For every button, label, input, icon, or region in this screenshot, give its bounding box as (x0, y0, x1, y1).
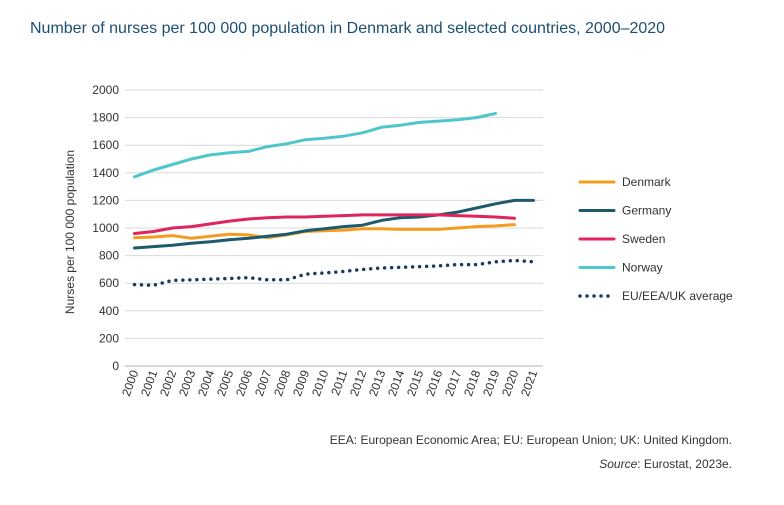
y-tick-label: 1600 (92, 138, 119, 152)
y-tick-label: 1000 (92, 221, 119, 235)
source-note: Source: Eurostat, 2023e. (599, 457, 732, 471)
x-tick-label: 2010 (309, 368, 331, 398)
series-line (132, 258, 536, 288)
legend-label: Denmark (622, 175, 672, 189)
series-line (133, 223, 516, 240)
y-tick-label: 400 (99, 304, 119, 318)
source-text: : Eurostat, 2023e. (637, 457, 732, 471)
y-axis-tick-labels: 0 200 400 600 800 1000 1200 1400 1600 1800 2000 (92, 83, 119, 373)
series-line (133, 213, 516, 235)
legend: Denmark Germany Sweden Norway EU/EEA/UK aver… (578, 175, 733, 303)
gridlines (125, 89, 543, 367)
y-tick-label: 1800 (92, 111, 119, 125)
y-tick-label: 1400 (92, 166, 119, 180)
y-axis-label: Nurses per 100 000 population (63, 150, 77, 314)
legend-label: Norway (622, 261, 663, 275)
y-tick-label: 0 (112, 359, 119, 373)
series-line (133, 112, 497, 179)
abbreviations-note: EEA: European Economic Area; EU: Europea… (329, 433, 732, 447)
series-lines (132, 112, 536, 288)
x-axis-tick-labels: 2000200120022003200420052006200720082009… (119, 368, 540, 398)
y-tick-label: 2000 (92, 83, 119, 97)
series-line (133, 198, 535, 250)
y-tick-label: 1200 (92, 193, 119, 207)
x-tick-label: 2021 (518, 368, 540, 398)
y-tick-label: 800 (99, 249, 119, 263)
source-label: Source (599, 457, 638, 471)
legend-label: Germany (622, 204, 671, 218)
chart-title: Number of nurses per 100 000 population … (30, 20, 666, 37)
y-tick-label: 600 (99, 276, 119, 290)
legend-label: Sweden (622, 232, 665, 246)
legend-label: EU/EEA/UK average (622, 289, 733, 303)
y-tick-label: 200 (99, 331, 119, 345)
